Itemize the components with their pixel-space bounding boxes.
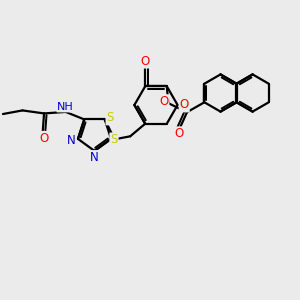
Text: O: O [174,127,183,140]
Text: S: S [106,111,114,124]
Text: O: O [180,98,189,112]
Text: S: S [110,134,118,146]
Text: O: O [159,95,169,108]
Text: NH: NH [57,101,74,112]
Text: O: O [39,132,49,145]
Text: O: O [141,55,150,68]
Text: N: N [90,151,99,164]
Text: N: N [67,134,76,147]
